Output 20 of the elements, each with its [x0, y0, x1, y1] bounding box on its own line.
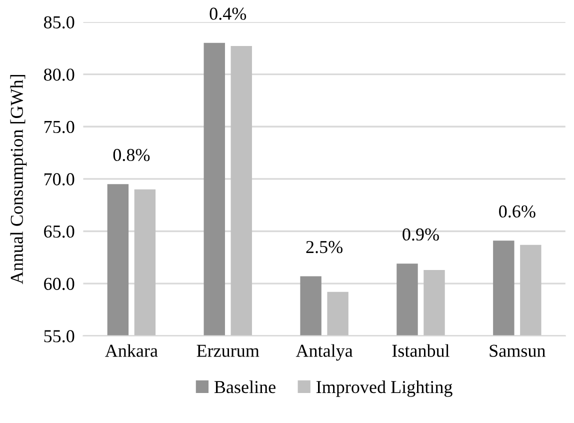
- y-tick-label: 75.0: [44, 120, 74, 134]
- y-tick-label: 80.0: [44, 68, 74, 81]
- annotation: 0.4%: [210, 8, 246, 20]
- y-tick-label: 65.0: [44, 225, 74, 238]
- annotation: 0.8%: [113, 148, 150, 162]
- x-tick-label: Samsun: [490, 344, 546, 357]
- y-tick-label: 60.0: [44, 278, 74, 290]
- y-tick-label: 85.0: [44, 16, 74, 29]
- annotation: 0.9%: [402, 228, 439, 241]
- annotation: 2.5%: [306, 240, 342, 254]
- annotation: 0.6%: [499, 205, 536, 218]
- x-tick-label: Istanbul: [392, 344, 450, 357]
- legend-label: Baseline: [214, 380, 276, 394]
- x-tick-label: Antalya: [296, 344, 353, 361]
- y-tick-label: 55.0: [44, 330, 74, 342]
- y-tick-label: 70.0: [44, 173, 74, 186]
- legend-label: Improved Lighting: [316, 380, 452, 397]
- x-tick-label: Erzurum: [196, 344, 260, 357]
- y-axis-title: Annual Consumption [GWh]: [10, 74, 27, 284]
- x-tick-label: Ankara: [105, 344, 158, 357]
